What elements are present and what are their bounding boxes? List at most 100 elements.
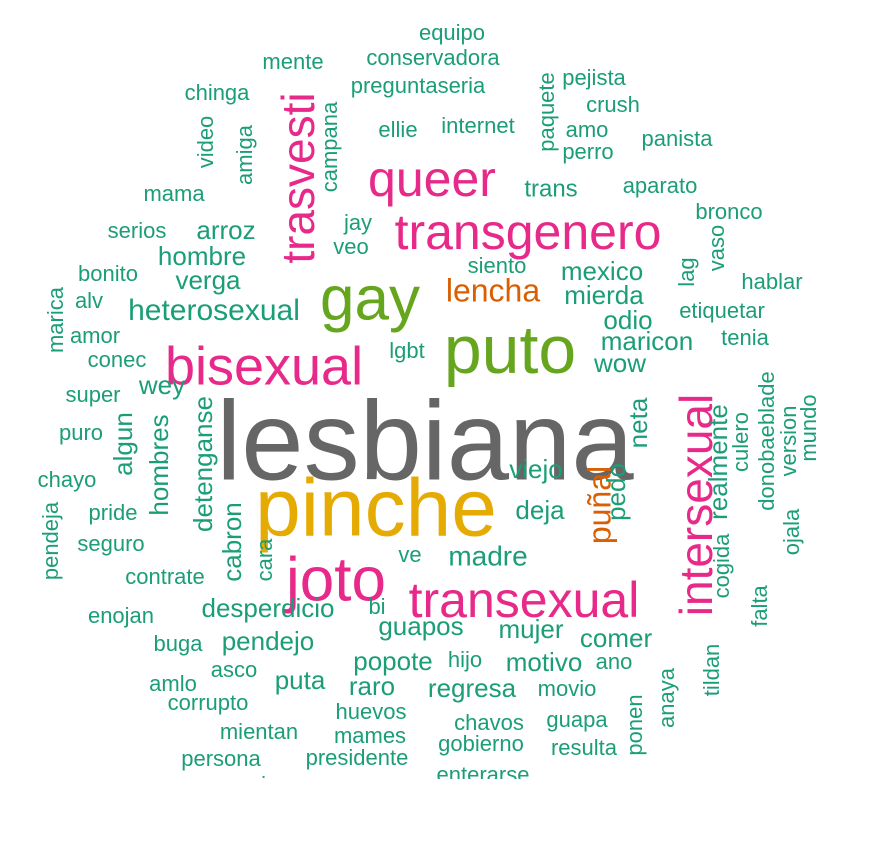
word-66: hombres xyxy=(144,414,174,515)
word-22: campana xyxy=(317,101,342,192)
word-82: cogida xyxy=(709,533,734,599)
word-70: chayo xyxy=(38,467,97,492)
word-29: amiga xyxy=(232,124,257,185)
word-99: amlo xyxy=(149,671,197,696)
word-4: gay xyxy=(320,264,420,333)
word-113: resulta xyxy=(551,735,618,760)
word-117: amigos xyxy=(231,772,302,797)
word-68: neta xyxy=(623,397,653,448)
word-74: pendeja xyxy=(38,501,63,580)
word-94: tildan xyxy=(699,644,724,697)
word-107: ponen xyxy=(622,694,647,755)
word-11: intersexual xyxy=(670,394,722,616)
word-95: asco xyxy=(211,657,257,682)
word-89: mujer xyxy=(498,614,563,644)
word-39: hombre xyxy=(158,241,246,271)
word-14: equipo xyxy=(419,20,485,45)
word-61: mundo xyxy=(796,394,821,461)
word-58: super xyxy=(65,382,120,407)
word-35: jay xyxy=(343,210,372,235)
word-56: lgbt xyxy=(389,338,424,363)
word-13: puñal xyxy=(581,466,617,544)
word-30: mama xyxy=(143,181,205,206)
word-25: amo xyxy=(566,117,609,142)
word-87: bi xyxy=(368,594,385,619)
word-98: motivo xyxy=(506,647,583,677)
word-26: perro xyxy=(562,139,613,164)
word-7: queer xyxy=(368,151,496,207)
word-91: buga xyxy=(154,631,204,656)
word-90: comer xyxy=(580,623,653,653)
word-108: mientan xyxy=(220,719,298,744)
word-63: culero xyxy=(728,412,753,472)
word-105: corrupto xyxy=(168,690,249,715)
word-52: odio xyxy=(603,305,652,335)
word-46: alv xyxy=(75,288,103,313)
word-48: mierda xyxy=(564,280,644,310)
word-110: chavos xyxy=(454,710,524,735)
word-15: mente xyxy=(262,49,323,74)
word-83: contrate xyxy=(125,564,205,589)
word-65: algun xyxy=(108,412,138,476)
word-75: cabron xyxy=(217,502,247,582)
word-44: lag xyxy=(674,257,699,286)
word-18: pejista xyxy=(562,65,626,90)
word-72: pedo xyxy=(601,463,631,521)
word-33: serios xyxy=(108,218,167,243)
word-49: marica xyxy=(43,286,68,353)
word-3: puto xyxy=(444,312,576,388)
word-76: deja xyxy=(515,495,565,525)
word-84: falta xyxy=(747,584,772,626)
word-69: realmente xyxy=(703,404,733,520)
word-71: viejo xyxy=(509,454,562,484)
word-79: ojala xyxy=(779,508,804,555)
word-37: bronco xyxy=(695,199,762,224)
word-21: paquete xyxy=(534,72,559,152)
word-41: bonito xyxy=(78,261,138,286)
word-54: maricon xyxy=(601,326,693,356)
word-106: huevos xyxy=(336,699,407,724)
word-12: lencha xyxy=(446,272,541,308)
word-64: puro xyxy=(59,420,103,445)
word-78: cara xyxy=(252,538,277,582)
word-38: vaso xyxy=(704,225,729,271)
word-6: transgenero xyxy=(395,204,662,260)
word-103: movio xyxy=(538,676,597,701)
word-62: version xyxy=(776,406,801,477)
word-80: ve xyxy=(398,542,421,567)
word-109: mames xyxy=(334,723,406,748)
word-42: verga xyxy=(175,265,241,295)
word-34: arroz xyxy=(196,215,255,245)
word-116: enterarse xyxy=(437,762,530,787)
word-20: crush xyxy=(586,92,640,117)
word-114: persona xyxy=(181,746,261,771)
word-17: preguntaseria xyxy=(351,73,486,98)
word-77: seguro xyxy=(77,531,144,556)
word-36: veo xyxy=(333,234,368,259)
word-47: heterosexual xyxy=(128,294,300,327)
word-100: puta xyxy=(275,665,326,695)
word-45: hablar xyxy=(741,269,802,294)
word-24: internet xyxy=(441,113,514,138)
word-73: pride xyxy=(89,500,138,525)
word-112: gobierno xyxy=(438,731,524,756)
word-67: detenganse xyxy=(188,396,218,532)
word-60: donobaeblade xyxy=(754,371,779,510)
word-28: video xyxy=(193,116,218,169)
word-32: aparato xyxy=(623,173,698,198)
word-51: amor xyxy=(70,323,120,348)
word-2: pinche xyxy=(255,463,497,554)
word-1: lesbiana xyxy=(216,379,634,504)
word-9: joto xyxy=(284,545,386,614)
word-59: wey xyxy=(138,370,185,400)
word-92: pendejo xyxy=(222,626,315,656)
word-5: bisexual xyxy=(165,336,363,396)
word-55: conec xyxy=(88,347,147,372)
word-10: transexual xyxy=(409,572,640,628)
word-102: regresa xyxy=(428,673,517,703)
word-27: panista xyxy=(642,126,714,151)
word-88: guapos xyxy=(378,611,463,641)
word-19: chinga xyxy=(185,80,251,105)
word-50: etiquetar xyxy=(679,298,765,323)
